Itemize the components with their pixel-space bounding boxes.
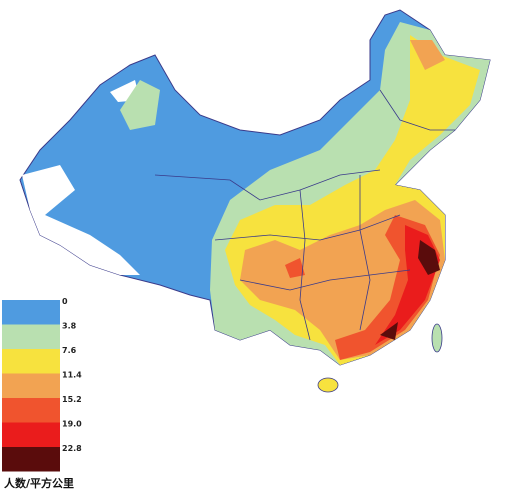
map-regions bbox=[19, 9, 491, 393]
legend-swatch bbox=[2, 349, 60, 374]
region-empty bbox=[22, 165, 140, 275]
legend-label: 0 bbox=[62, 297, 68, 306]
region-orange bbox=[410, 40, 445, 70]
legend-label: 11.4 bbox=[62, 371, 82, 380]
legend-label: 3.8 bbox=[62, 322, 77, 331]
region-green bbox=[120, 80, 160, 130]
province-border bbox=[299, 189, 311, 341]
legend-swatch bbox=[2, 324, 60, 349]
province-border bbox=[359, 175, 371, 331]
legend-label: 19.0 bbox=[62, 420, 82, 429]
legend-swatch bbox=[2, 447, 60, 472]
legend-label: 22.8 bbox=[62, 444, 82, 453]
legend-swatch bbox=[2, 300, 60, 325]
province-border bbox=[214, 214, 401, 241]
legend-label: 15.2 bbox=[62, 395, 82, 404]
legend-unit: 人数/平方公里 bbox=[4, 476, 74, 490]
province-border bbox=[154, 169, 381, 201]
legend-swatch bbox=[2, 373, 60, 398]
legend-label: 7.6 bbox=[62, 346, 77, 355]
region-red-orange bbox=[285, 258, 305, 278]
province-border bbox=[239, 269, 411, 291]
region-dark bbox=[418, 240, 440, 275]
legend-swatch bbox=[2, 422, 60, 447]
legend: 0 3.8 7.6 11.4 15.2 19.0 22.8 bbox=[2, 297, 82, 472]
hainan bbox=[317, 377, 339, 393]
region-dark bbox=[380, 322, 398, 340]
province-border bbox=[379, 89, 455, 131]
taiwan bbox=[431, 323, 443, 353]
legend-swatch bbox=[2, 398, 60, 423]
